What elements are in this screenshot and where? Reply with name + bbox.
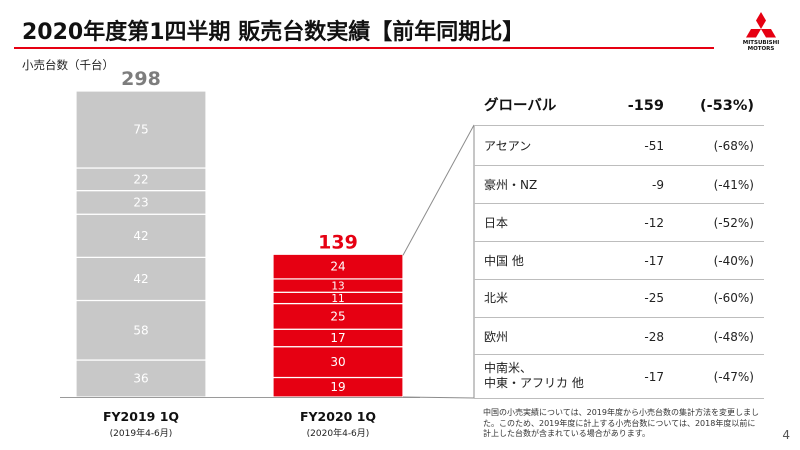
- segment-value-label: 58: [133, 323, 148, 337]
- segment-value-label: 75: [133, 123, 148, 137]
- logo-text-line2: MOTORS: [747, 46, 775, 52]
- breakdown-row-name: 北米: [484, 291, 509, 305]
- row-separator: [474, 241, 764, 242]
- breakdown-row-name: 日本: [484, 216, 509, 230]
- breakdown-row-pct: (-52%): [713, 216, 754, 230]
- breakdown-row-name: アセアン: [484, 139, 532, 153]
- x-category-subtitle-fy2020: (2020年4-6月): [306, 429, 370, 439]
- segment-value-label: 24: [330, 260, 345, 274]
- chart-unit-label: 小売台数（千台）: [22, 58, 114, 72]
- segment-value-label: 36: [133, 372, 148, 386]
- breakdown-row-diff: -28: [644, 330, 664, 344]
- breakdown-row-name-line2: 中東・アフリカ 他: [484, 376, 584, 390]
- breakdown-row-pct: (-68%): [713, 139, 754, 153]
- segment-value-label: 25: [330, 309, 345, 323]
- breakdown-row-name: 中南米、 中東・アフリカ 他: [484, 361, 584, 391]
- row-separator: [474, 203, 764, 204]
- segment-value-label: 19: [330, 380, 345, 394]
- footnote-line: 計上した台数が含まれている場合があります。: [483, 429, 650, 438]
- bar-segment: [75, 90, 207, 169]
- segment-value-label: 17: [330, 331, 345, 345]
- breakdown-row-europe: 欧州 -28 (-48%): [484, 327, 754, 347]
- row-separator: [474, 279, 764, 280]
- breakdown-header-diff: -159: [627, 98, 664, 114]
- row-separator: [474, 125, 764, 126]
- breakdown-bracket: [402, 124, 475, 399]
- bar-segment: [75, 359, 207, 398]
- breakdown-row-pct: (-60%): [713, 291, 754, 305]
- row-separator: [474, 165, 764, 166]
- segment-value-label: 22: [133, 172, 148, 186]
- breakdown-row-diff: -12: [644, 216, 664, 230]
- segment-value-label: 13: [331, 281, 344, 293]
- x-category-subtitle-fy2019: (2019年4-6月): [109, 429, 173, 439]
- page-title: 2020年度第1四半期 販売台数実績【前年同期比】: [22, 20, 525, 45]
- segment-value-label: 11: [331, 293, 344, 305]
- breakdown-row-latam-mea: 中南米、 中東・アフリカ 他 -17 (-47%): [484, 361, 754, 393]
- breakdown-row-diff: -51: [644, 139, 664, 153]
- bar-total-label: 298: [121, 68, 161, 90]
- bar-segment: [272, 253, 404, 280]
- page-number: 4: [782, 428, 790, 442]
- breakdown-row-north-america: 北米 -25 (-60%): [484, 288, 754, 308]
- breakdown-row-pct: (-40%): [713, 254, 754, 268]
- row-separator: [474, 317, 764, 318]
- breakdown-row-pct: (-48%): [713, 330, 754, 344]
- bar-segment: [75, 213, 207, 258]
- footnote: 中国の小売実績については、2019年度から小売台数の集計方法を変更しまし た。こ…: [483, 408, 773, 440]
- breakdown-row-japan: 日本 -12 (-52%): [484, 213, 754, 233]
- breakdown-row-pct: (-41%): [713, 178, 754, 192]
- x-category-fy2019: FY2019 1Q: [102, 409, 180, 424]
- breakdown-row-diff: -25: [644, 291, 664, 305]
- segment-value-label: 42: [133, 272, 148, 286]
- breakdown-row-asean: アセアン -51 (-68%): [484, 136, 754, 156]
- x-category-fy2020: FY2020 1Q: [299, 409, 377, 424]
- row-separator: [474, 398, 764, 399]
- footnote-line: 中国の小売実績については、2019年度から小売台数の集計方法を変更しまし: [483, 408, 759, 417]
- breakdown-row-australia-nz: 豪州・NZ -9 (-41%): [484, 175, 754, 195]
- breakdown-row-name-line1: 中南米、: [484, 361, 533, 375]
- footnote-line: た。このため、2019年度に計上する小売台数については、2018年度以前に: [483, 418, 756, 428]
- breakdown-header-pct: (-53%): [700, 98, 754, 114]
- title-underline: [14, 47, 714, 49]
- breakdown-row-diff: -17: [644, 254, 664, 268]
- breakdown-row-name: 中国 他: [484, 254, 524, 268]
- breakdown-header-name: グローバル: [484, 98, 557, 114]
- logo-text-line1: MITSUBISHI: [742, 40, 780, 46]
- breakdown-row-china-other: 中国 他 -17 (-40%): [484, 251, 754, 271]
- breakdown-row-pct: (-47%): [713, 370, 754, 384]
- breakdown-row-name: 豪州・NZ: [484, 178, 538, 192]
- breakdown-row-diff: -9: [652, 178, 664, 192]
- breakdown-row-diff: -17: [644, 370, 664, 384]
- row-separator: [474, 354, 764, 355]
- segment-value-label: 42: [133, 229, 148, 243]
- breakdown-row-name: 欧州: [484, 330, 509, 344]
- bar-total-label: 139: [318, 231, 358, 253]
- bar-segment: [75, 299, 207, 361]
- segment-value-label: 30: [330, 355, 345, 369]
- segment-value-label: 23: [133, 195, 148, 209]
- mitsubishi-logo-icon: [746, 12, 776, 38]
- breakdown-header-row: グローバル -159 (-53%): [484, 96, 754, 116]
